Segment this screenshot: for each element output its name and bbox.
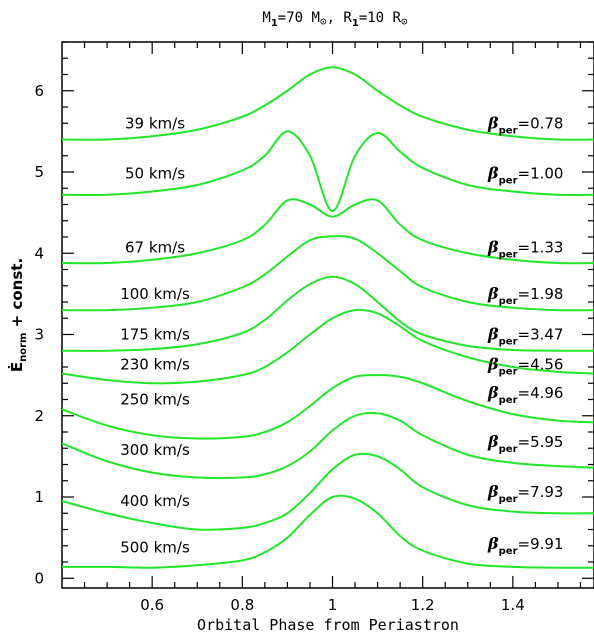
series-beta-label: βper=1.33 xyxy=(487,238,563,261)
series-beta-label: βper=7.93 xyxy=(487,482,563,505)
series-line xyxy=(61,374,594,440)
y-tick-label: 6 xyxy=(34,82,44,100)
y-tick-labels: 0 1 2 3 4 5 6 xyxy=(34,82,44,588)
series-line xyxy=(61,308,594,385)
plot-frame xyxy=(61,41,594,589)
x-tick-label: 0.8 xyxy=(230,596,254,614)
x-axis-label: Orbital Phase from Periastron xyxy=(197,616,459,634)
series-line xyxy=(61,66,594,141)
series-beta-label: βper=4.56 xyxy=(487,355,563,378)
x-tick-labels: 0.6 0.8 1 1.2 1.4 xyxy=(140,596,525,614)
series-speed-label: 500 km/s xyxy=(120,538,190,556)
series-curves xyxy=(61,66,594,569)
y-tick-label: 0 xyxy=(34,569,44,587)
y-tick-label: 5 xyxy=(34,163,44,181)
series-line xyxy=(61,275,594,352)
series-labels: 39 km/s βper=0.78 50 km/s βper=1.00 67 km/s β… xyxy=(120,113,563,557)
series-line xyxy=(61,494,594,569)
series-beta-label: βper=5.95 xyxy=(487,432,563,455)
series-line xyxy=(61,130,594,213)
series-beta-label: βper=0.78 xyxy=(487,113,563,136)
series-line xyxy=(61,452,594,531)
series-line xyxy=(61,198,594,265)
y-tick-label: 1 xyxy=(34,488,44,506)
series-speed-label: 230 km/s xyxy=(120,356,190,374)
series-beta-label: βper=3.47 xyxy=(487,325,563,348)
series-beta-label: βper=1.00 xyxy=(487,164,563,187)
series-beta-label: βper=4.96 xyxy=(487,383,563,406)
chart-title: M1=70 M⊙, R1=10 R⊙ xyxy=(262,10,407,29)
series-speed-label: 50 km/s xyxy=(125,165,185,183)
series-speed-label: 400 km/s xyxy=(120,492,190,510)
series-beta-label: βper=1.98 xyxy=(487,284,563,307)
series-speed-label: 39 km/s xyxy=(125,114,185,132)
series-speed-label: 300 km/s xyxy=(120,441,190,459)
series-speed-label: 175 km/s xyxy=(120,326,190,344)
series-speed-label: 250 km/s xyxy=(120,391,190,409)
y-tick-label: 4 xyxy=(34,244,44,262)
series-speed-label: 100 km/s xyxy=(120,285,190,303)
x-tick-label: 1.4 xyxy=(501,596,525,614)
y-axis-label: Ėnorm + const. xyxy=(7,258,29,372)
x-tick-label: 1 xyxy=(328,596,338,614)
x-tick-label: 0.6 xyxy=(140,596,164,614)
series-line xyxy=(61,235,594,312)
series-beta-label: βper=9.91 xyxy=(487,534,563,557)
series-line xyxy=(61,411,594,480)
x-tick-label: 1.2 xyxy=(411,596,435,614)
series-speed-label: 67 km/s xyxy=(125,239,185,257)
y-tick-label: 3 xyxy=(34,326,44,344)
axis-ticks xyxy=(62,41,594,588)
y-tick-label: 2 xyxy=(34,407,44,425)
